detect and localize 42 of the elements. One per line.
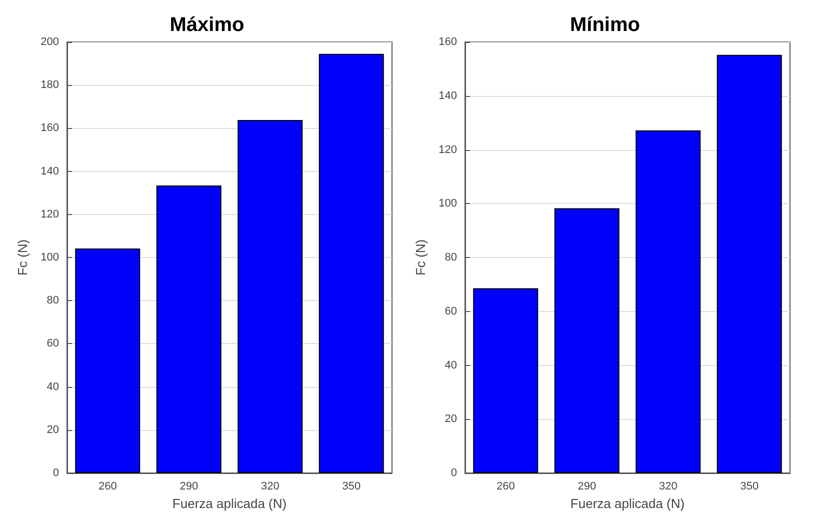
y-tick-label: 100	[40, 252, 59, 264]
y-tick-label: 80	[46, 294, 59, 307]
bar	[716, 54, 782, 473]
chart-title: Máximo	[170, 14, 244, 36]
x-tick-label: 320	[260, 480, 280, 492]
y-tick-label: 160	[40, 122, 59, 134]
y-tick-label: 140	[40, 165, 59, 178]
bar	[318, 54, 384, 473]
bar	[554, 208, 620, 473]
y-axis-title: Fc (N)	[413, 239, 428, 276]
x-tick-label: 290	[578, 480, 596, 492]
bar	[238, 120, 303, 473]
x-tick-label: 260	[98, 480, 117, 492]
y-tick-label: 120	[40, 208, 59, 220]
y-tick-label: 120	[438, 144, 457, 156]
y-tick-label: 80	[444, 252, 457, 264]
y-tick-label: 0	[450, 467, 457, 479]
x-tick-label: 320	[658, 480, 678, 492]
y-tick-label: 20	[444, 413, 457, 426]
bar	[75, 248, 140, 473]
y-axis-title: Fc (N)	[15, 239, 30, 276]
y-tick-label: 100	[438, 198, 457, 210]
x-tick-label: 350	[342, 480, 361, 492]
y-tick-label: 180	[40, 79, 59, 92]
bar	[156, 186, 222, 473]
x-axis-title: Fuerza aplicada (N)	[172, 496, 287, 511]
y-tick-label: 20	[46, 424, 59, 436]
y-tick-label: 200	[40, 36, 59, 48]
y-tick-label: 40	[46, 380, 59, 393]
bar	[473, 288, 538, 473]
y-tick-label: 60	[444, 305, 457, 318]
x-tick-label: 260	[496, 480, 515, 492]
y-tick-label: 60	[46, 338, 59, 350]
bar	[636, 130, 701, 473]
y-tick-label: 140	[438, 90, 457, 102]
y-tick-label: 160	[438, 36, 457, 48]
x-tick-label: 350	[740, 480, 759, 492]
chart-title: Mínimo	[570, 14, 640, 36]
x-axis-title: Fuerza aplicada (N)	[570, 496, 685, 511]
y-tick-label: 0	[52, 467, 59, 479]
x-tick-label: 290	[180, 480, 198, 492]
y-tick-label: 40	[444, 359, 457, 372]
